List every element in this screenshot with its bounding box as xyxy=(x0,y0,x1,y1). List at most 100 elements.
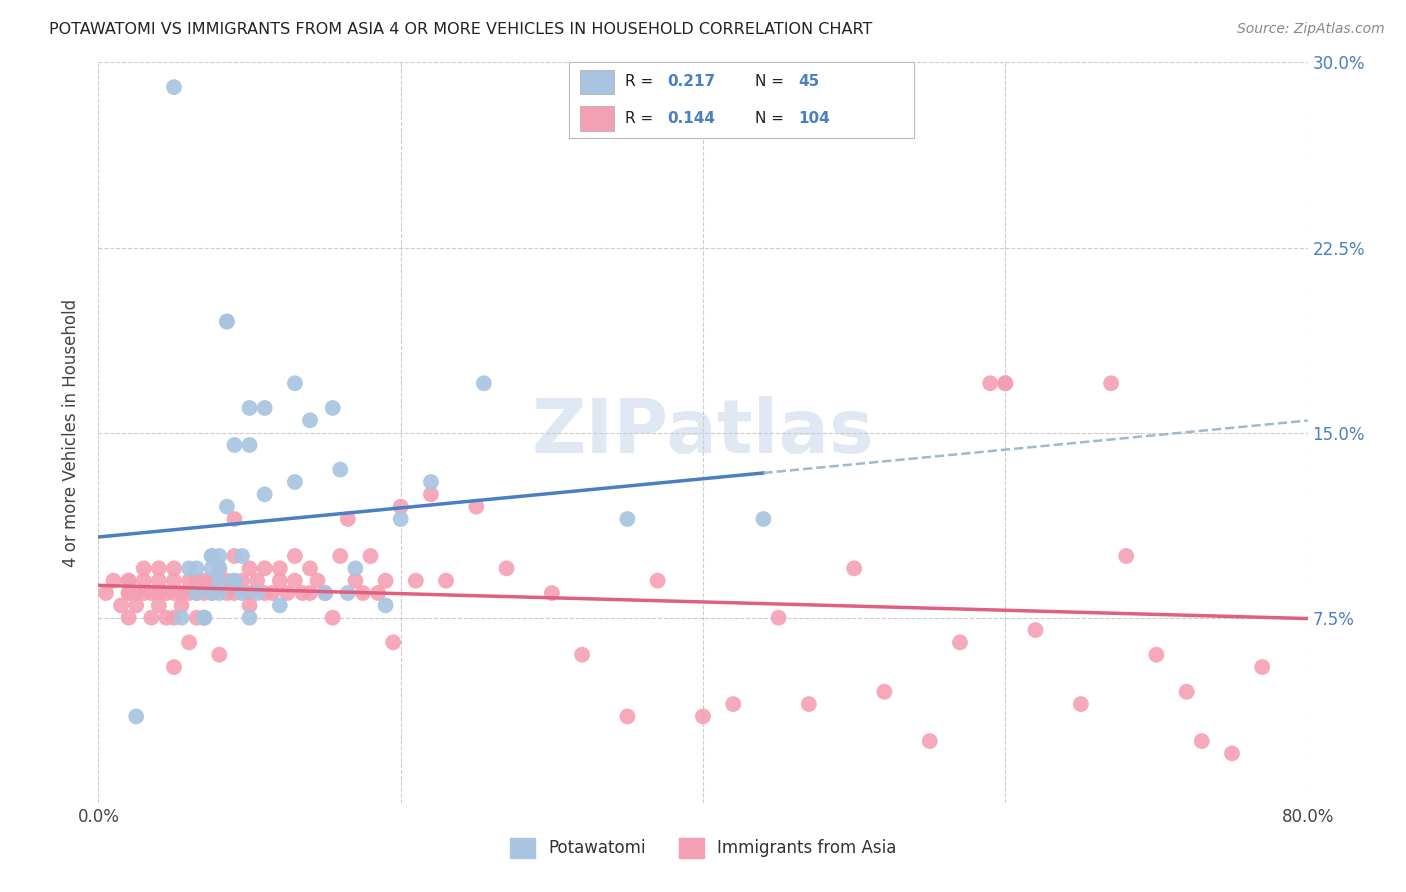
Text: R =: R = xyxy=(624,111,658,126)
Point xyxy=(752,512,775,526)
Point xyxy=(239,610,262,624)
Point xyxy=(215,574,238,588)
Point xyxy=(994,376,1017,391)
Point xyxy=(148,586,170,600)
Point xyxy=(193,610,215,624)
Point xyxy=(201,574,224,588)
Point xyxy=(239,599,262,613)
Point xyxy=(1070,697,1092,711)
Point xyxy=(148,561,170,575)
Point xyxy=(299,413,322,427)
Point xyxy=(405,574,427,588)
Point xyxy=(224,586,246,600)
Point xyxy=(110,599,132,613)
Point xyxy=(186,610,208,624)
Point xyxy=(118,574,141,588)
Point xyxy=(208,549,231,563)
Point xyxy=(1191,734,1213,748)
Point xyxy=(141,610,163,624)
Point xyxy=(1024,623,1046,637)
Point xyxy=(723,697,745,711)
Point xyxy=(276,586,298,600)
Point xyxy=(231,586,253,600)
Point xyxy=(284,475,307,489)
Text: R =: R = xyxy=(624,74,658,89)
Point xyxy=(118,610,141,624)
Point xyxy=(692,709,714,723)
Text: ZIPatlas: ZIPatlas xyxy=(531,396,875,469)
Point xyxy=(949,635,972,649)
Point xyxy=(208,574,231,588)
Point xyxy=(239,438,262,452)
Point xyxy=(329,462,352,476)
Text: Source: ZipAtlas.com: Source: ZipAtlas.com xyxy=(1237,22,1385,37)
Point xyxy=(231,549,253,563)
Point xyxy=(103,574,125,588)
Text: N =: N = xyxy=(755,74,789,89)
Point xyxy=(284,549,307,563)
Point xyxy=(994,376,1017,391)
Point xyxy=(201,561,224,575)
Point xyxy=(163,574,186,588)
Point xyxy=(873,685,896,699)
Point xyxy=(201,549,224,563)
Point xyxy=(367,586,389,600)
Point xyxy=(94,586,117,600)
Point xyxy=(186,561,208,575)
Point xyxy=(239,561,262,575)
Point xyxy=(208,561,231,575)
Point xyxy=(322,610,344,624)
Point xyxy=(344,561,367,575)
Point xyxy=(193,610,215,624)
Point xyxy=(352,586,374,600)
Point xyxy=(262,586,284,600)
Point xyxy=(389,512,412,526)
Legend: Potawatomi, Immigrants from Asia: Potawatomi, Immigrants from Asia xyxy=(503,831,903,865)
Point xyxy=(647,574,669,588)
Point xyxy=(208,648,231,662)
Point xyxy=(329,549,352,563)
Point xyxy=(179,574,201,588)
Point xyxy=(163,561,186,575)
Y-axis label: 4 or more Vehicles in Household: 4 or more Vehicles in Household xyxy=(62,299,80,566)
Point xyxy=(291,586,314,600)
Point xyxy=(1175,685,1198,699)
Point xyxy=(253,487,276,501)
Point xyxy=(224,574,246,588)
Point xyxy=(208,586,231,600)
Point xyxy=(186,574,208,588)
Point xyxy=(844,561,866,575)
Point xyxy=(186,586,208,600)
Point xyxy=(208,561,231,575)
Point xyxy=(193,574,215,588)
Point xyxy=(125,599,148,613)
Point xyxy=(344,574,367,588)
Point xyxy=(336,512,359,526)
Point xyxy=(179,635,201,649)
Point xyxy=(284,574,307,588)
Point xyxy=(170,599,193,613)
Point xyxy=(179,586,201,600)
Point xyxy=(224,512,246,526)
Point xyxy=(132,574,155,588)
Point xyxy=(215,314,238,328)
Point xyxy=(253,401,276,415)
Point xyxy=(163,610,186,624)
Point xyxy=(299,586,322,600)
Text: 0.144: 0.144 xyxy=(668,111,716,126)
Point xyxy=(269,599,291,613)
Point xyxy=(224,549,246,563)
Point xyxy=(125,709,148,723)
Point xyxy=(125,586,148,600)
Point xyxy=(148,599,170,613)
Point xyxy=(360,549,382,563)
Point xyxy=(382,635,405,649)
Text: 45: 45 xyxy=(799,74,820,89)
Point xyxy=(179,561,201,575)
Point xyxy=(389,500,412,514)
Point xyxy=(299,561,322,575)
Point xyxy=(284,376,307,391)
Point xyxy=(148,574,170,588)
Point xyxy=(193,610,215,624)
Point xyxy=(163,80,186,95)
